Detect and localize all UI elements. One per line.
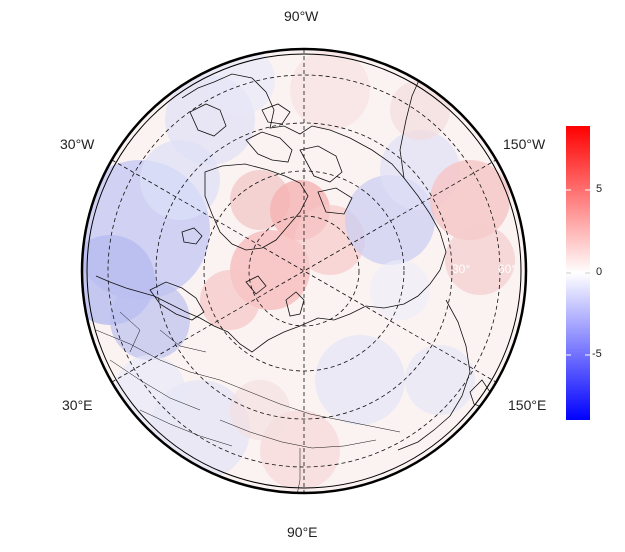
- anomaly-patch: [110, 280, 190, 360]
- meridian-30w-150e: [111, 159, 497, 383]
- scandinavia: [149, 281, 205, 321]
- eurasia-coast: [95, 269, 441, 353]
- north-america-coast: [181, 73, 421, 180]
- anomaly-patch: [370, 260, 430, 320]
- colorbar-label-0: 0: [596, 266, 603, 278]
- anomaly-patch: [205, 49, 275, 115]
- canadian-archipelago: [245, 103, 353, 215]
- country-borders: [95, 311, 401, 493]
- colorbar-label-neg5: -5: [592, 348, 602, 360]
- latitude-circle-30: [107, 74, 501, 468]
- latitude-circle-45: [155, 122, 453, 420]
- colorbar-label-5: 5: [596, 183, 603, 195]
- lat-label-30: 30°: [452, 262, 470, 276]
- lon-label-90e: 90°E: [287, 524, 318, 540]
- lon-label-150w: 150°W: [503, 136, 546, 152]
- anomaly-patch: [405, 345, 475, 415]
- novaya-zemlya: [285, 291, 305, 317]
- lat-label-60: 60°: [498, 262, 516, 276]
- anomaly-patch: [290, 50, 370, 130]
- anomaly-patch: [200, 270, 260, 330]
- anomaly-field: [82, 49, 526, 493]
- graticule: [107, 49, 501, 493]
- meridian-30e-150w: [111, 159, 497, 383]
- map-frame-inner: [86, 53, 522, 489]
- map-frame: [80, 47, 528, 495]
- hudson-bay: [189, 103, 227, 137]
- anomaly-patch: [315, 335, 405, 425]
- lon-label-30e: 30°E: [62, 397, 93, 413]
- iceland: [181, 227, 203, 245]
- coastlines: [95, 73, 491, 493]
- lon-label-30w: 30°W: [60, 136, 95, 152]
- anomaly-patch: [230, 380, 290, 440]
- svalbard: [245, 275, 267, 295]
- alaska-coast: [403, 177, 447, 271]
- anomaly-patch: [115, 355, 185, 425]
- anomaly-patch: [390, 80, 450, 140]
- greenland-coast: [204, 163, 309, 251]
- anomaly-patch: [445, 225, 515, 295]
- east-asia-coast: [397, 299, 471, 451]
- lon-label-90w: 90°W: [284, 8, 319, 24]
- anomaly-patch: [430, 160, 510, 240]
- lon-label-150e: 150°E: [508, 397, 547, 413]
